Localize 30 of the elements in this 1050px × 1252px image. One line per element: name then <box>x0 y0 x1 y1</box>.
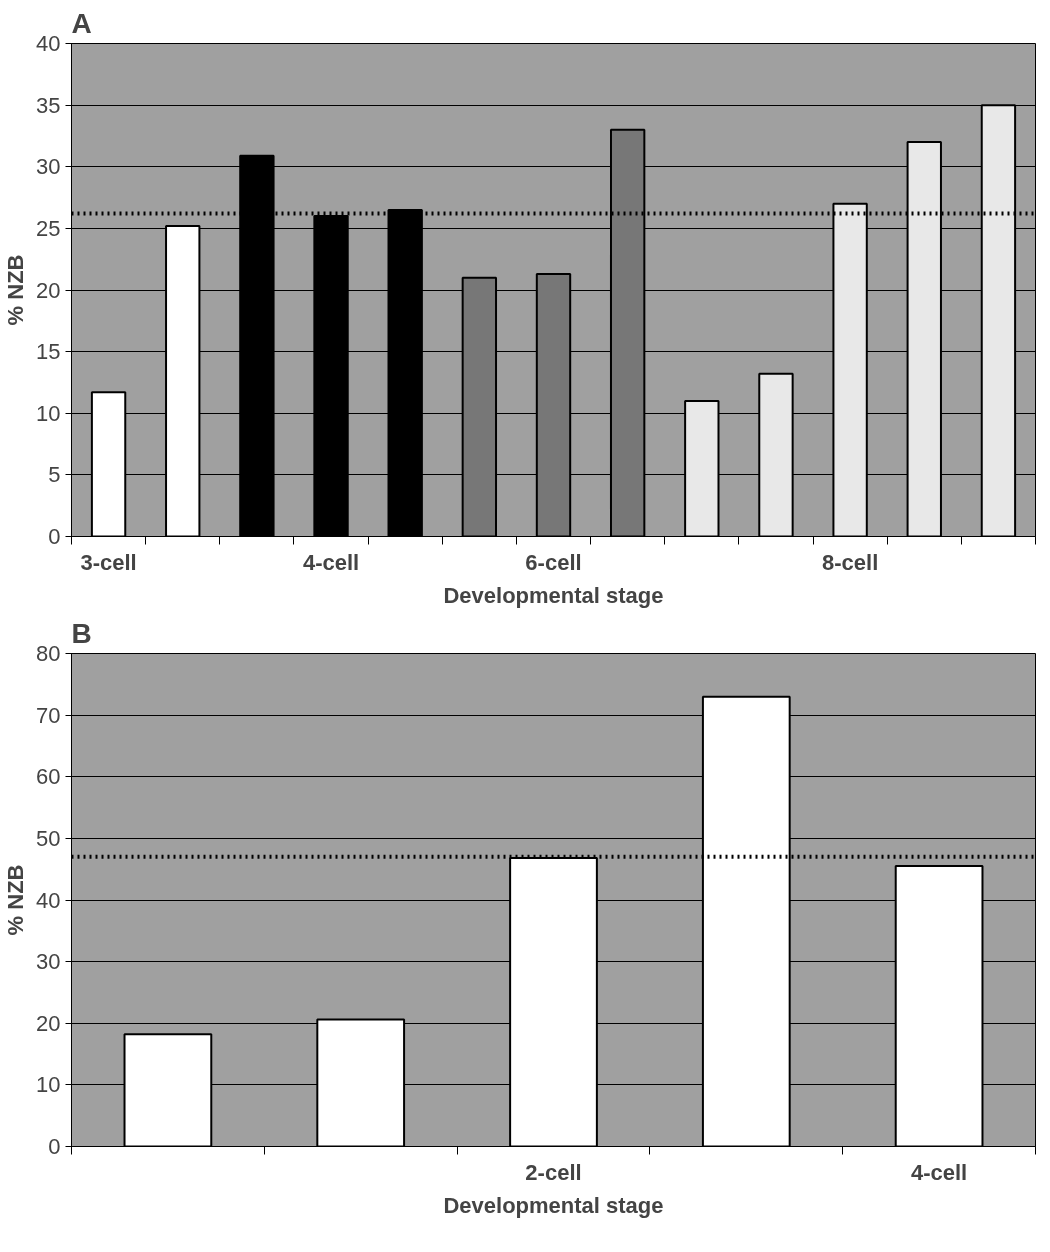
y-tick-label: 25 <box>36 215 61 241</box>
x-tick-label: 4-cell <box>910 1159 968 1185</box>
y-tick-label: 30 <box>36 154 61 180</box>
y-tick-label: 0 <box>48 524 61 549</box>
y-tick-label: 0 <box>48 1134 61 1159</box>
x-tick-label: 4-cell <box>302 549 360 575</box>
y-axis-title: % NZB <box>3 864 29 936</box>
y-tick-label: 60 <box>36 764 61 790</box>
chart-title: B <box>71 617 92 649</box>
y-tick-label: 70 <box>36 702 61 728</box>
y-tick-label: 15 <box>36 339 61 365</box>
y-tick-label: 20 <box>36 277 61 303</box>
x-axis-title: Developmental stage <box>443 1192 664 1218</box>
y-tick-label: 10 <box>36 1072 61 1098</box>
y-tick-label: 40 <box>36 887 61 913</box>
y-tick-label: 5 <box>48 462 61 488</box>
x-tick-label: 8-cell <box>821 549 879 575</box>
y-tick-label: 80 <box>36 641 61 666</box>
x-tick-label: 6-cell <box>525 549 582 575</box>
y-tick-label: 40 <box>36 31 61 56</box>
y-tick-label: 30 <box>36 949 61 975</box>
y-tick-label: 20 <box>36 1010 61 1036</box>
y-axis-title: % NZB <box>3 254 29 326</box>
x-tick-label: 2-cell <box>525 1159 582 1185</box>
y-tick-label: 35 <box>36 92 61 118</box>
y-tick-label: 10 <box>36 400 61 426</box>
chart-title: A <box>71 7 92 39</box>
y-tick-label: 50 <box>36 825 61 851</box>
x-tick-label: 3-cell <box>80 549 137 575</box>
x-axis-title: Developmental stage <box>443 582 664 608</box>
